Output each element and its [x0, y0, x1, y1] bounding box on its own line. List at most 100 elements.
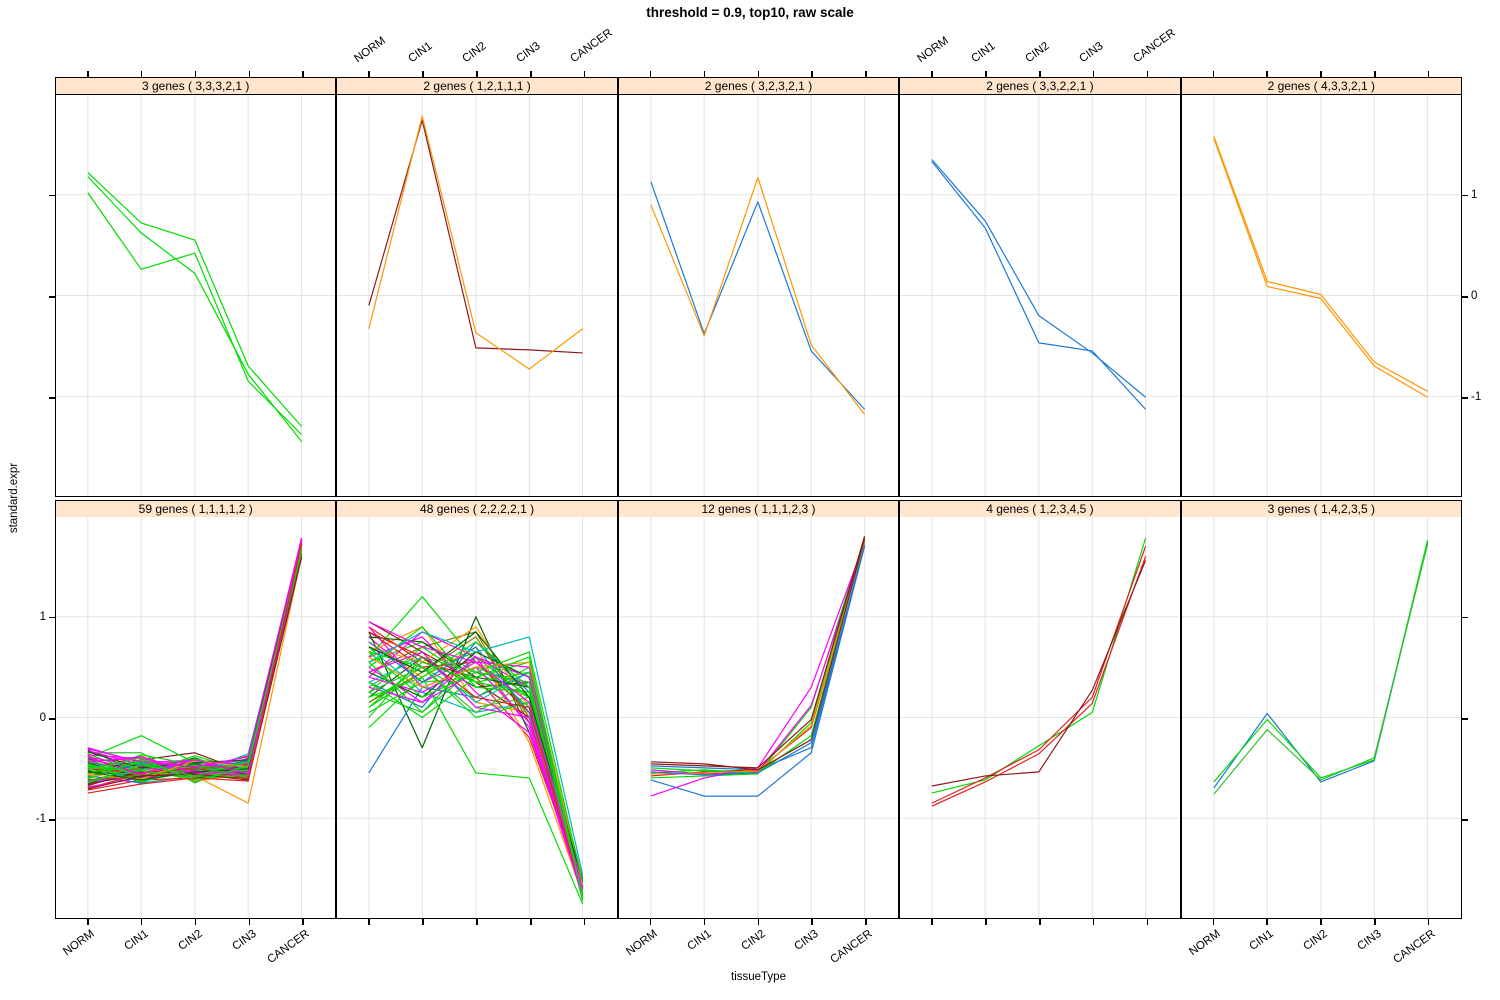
y-axis-tick-left	[49, 718, 55, 720]
series-line	[651, 543, 865, 774]
series-line	[369, 652, 583, 883]
series-line	[1213, 138, 1427, 397]
x-axis-tick-top	[302, 71, 304, 77]
panel-strip-label: 2 genes ( 3,2,3,2,1 )	[704, 79, 813, 93]
x-axis-tick-bottom	[985, 919, 987, 925]
panel-strip: 3 genes ( 3,3,3,2,1 )	[55, 77, 337, 95]
y-axis-tick-right	[1462, 296, 1468, 298]
y-tick-label: 0	[1471, 290, 1478, 302]
y-axis-tick-right	[1462, 194, 1468, 197]
series-line	[88, 193, 302, 435]
series-line	[1213, 544, 1427, 794]
y-axis-tick-left	[49, 296, 55, 298]
panel-canvas	[619, 95, 898, 496]
x-axis-tick-top	[931, 71, 933, 77]
panel-strip: 2 genes ( 4,3,3,2,1 )	[1180, 77, 1462, 95]
series-line	[651, 178, 865, 415]
x-axis-tick-top	[583, 71, 586, 77]
series-line	[651, 182, 865, 410]
strip-row-top: 3 genes ( 3,3,3,2,1 ) 2 genes ( 1,2,1,1,1…	[55, 77, 1462, 95]
panel-strip: 2 genes ( 3,3,2,2,1 )	[899, 77, 1181, 95]
x-axis-tick-top	[811, 71, 813, 77]
x-axis-tick-bottom	[703, 919, 706, 925]
strip-row-bottom: 59 genes ( 1,1,1,1,2 ) 48 genes ( 2,2,2,2…	[55, 500, 1462, 518]
y-tick-label: 0	[39, 712, 46, 724]
x-axis-tick-bottom	[1146, 919, 1149, 925]
panel-strip-label: 2 genes ( 3,3,2,2,1 )	[986, 79, 1094, 93]
panel-canvas	[1182, 95, 1461, 496]
y-tick-label: -1	[1471, 391, 1482, 403]
panel-strip: 2 genes ( 1,2,1,1,1 )	[336, 77, 618, 95]
x-axis-tick-top	[1092, 71, 1095, 77]
panel-strip: 3 genes ( 1,4,2,3,5 )	[1180, 500, 1462, 518]
x-tick-label: CIN3	[1077, 40, 1106, 66]
x-axis-tick-top	[757, 71, 760, 77]
x-axis-tick-bottom	[1212, 919, 1215, 925]
panel-row-bottom	[55, 517, 1462, 919]
panel-canvas	[619, 517, 898, 918]
panel-plot	[55, 95, 337, 497]
panel-canvas	[337, 517, 616, 918]
x-tick-label: CANCER	[1130, 26, 1178, 66]
x-axis-tick-bottom	[302, 919, 304, 925]
x-tick-label: CANCER	[568, 26, 615, 66]
x-axis-tick-top	[248, 71, 251, 77]
panel-strip: 4 genes ( 1,2,3,4,5 )	[899, 500, 1181, 518]
x-axis-tick-bottom	[530, 919, 532, 925]
panel-strip-label: 3 genes ( 3,3,3,2,1 )	[141, 79, 250, 93]
x-tick-label: NORM	[352, 34, 389, 66]
series-line	[369, 120, 583, 353]
x-axis-tick-top	[87, 71, 89, 77]
y-axis-tick-left	[49, 616, 55, 619]
series-line	[369, 677, 583, 904]
x-axis-tick-top	[194, 71, 197, 77]
series-line	[369, 632, 583, 875]
series-line	[88, 177, 302, 442]
x-axis-tick-top	[649, 71, 652, 77]
x-axis-tick-bottom	[1092, 919, 1095, 925]
series-line	[651, 546, 865, 796]
panel-plot	[1180, 517, 1462, 919]
x-axis-tick-top	[985, 71, 987, 77]
panel-strip: 48 genes ( 2,2,2,2,1 )	[336, 500, 618, 518]
series-line	[369, 652, 583, 897]
x-axis-tick-top	[368, 71, 370, 77]
panel-strip: 59 genes ( 1,1,1,1,2 )	[55, 500, 337, 518]
series-line	[932, 560, 1146, 786]
chart-title: threshold = 0.9, top10, raw scale	[646, 5, 854, 20]
y-axis-tick-left	[49, 819, 55, 821]
y-axis-tick-right	[1462, 718, 1468, 720]
panel-canvas	[900, 517, 1179, 918]
panel-plot	[55, 517, 337, 919]
x-axis-tick-bottom	[1374, 919, 1376, 925]
panel-canvas	[900, 95, 1179, 496]
panel-strip-label: 2 genes ( 1,2,1,1,1 )	[423, 79, 531, 93]
panel-plot	[336, 517, 618, 919]
x-axis-tick-top	[1266, 71, 1268, 77]
x-axis-tick-bottom	[583, 919, 586, 925]
y-tick-label: 1	[39, 610, 46, 623]
x-tick-label: CIN1	[406, 40, 435, 66]
x-axis-tick-bottom	[865, 919, 867, 925]
panel-canvas	[56, 517, 335, 918]
x-axis-tick-bottom	[757, 919, 760, 925]
series-line	[932, 556, 1146, 806]
x-axis-tick-bottom	[649, 919, 652, 925]
panel-plot	[899, 95, 1181, 497]
x-axis-tick-bottom	[1039, 919, 1041, 925]
panel-strip: 2 genes ( 3,2,3,2,1 )	[617, 77, 900, 95]
panel-plot	[336, 95, 618, 497]
panel-canvas	[337, 95, 616, 496]
panel-plot	[617, 517, 900, 919]
x-axis-tick-bottom	[194, 919, 197, 925]
series-line	[88, 538, 302, 767]
x-axis-tick-top	[140, 71, 143, 77]
panel-row-top	[55, 95, 1462, 497]
x-axis-tick-bottom	[368, 919, 370, 925]
y-axis-label: standard.expr	[8, 462, 20, 534]
panel-strip-label: 4 genes ( 1,2,3,4,5 )	[986, 502, 1094, 516]
x-axis-tick-bottom	[1427, 919, 1430, 925]
x-axis-tick-bottom	[87, 919, 89, 925]
x-axis-tick-top	[476, 71, 478, 77]
